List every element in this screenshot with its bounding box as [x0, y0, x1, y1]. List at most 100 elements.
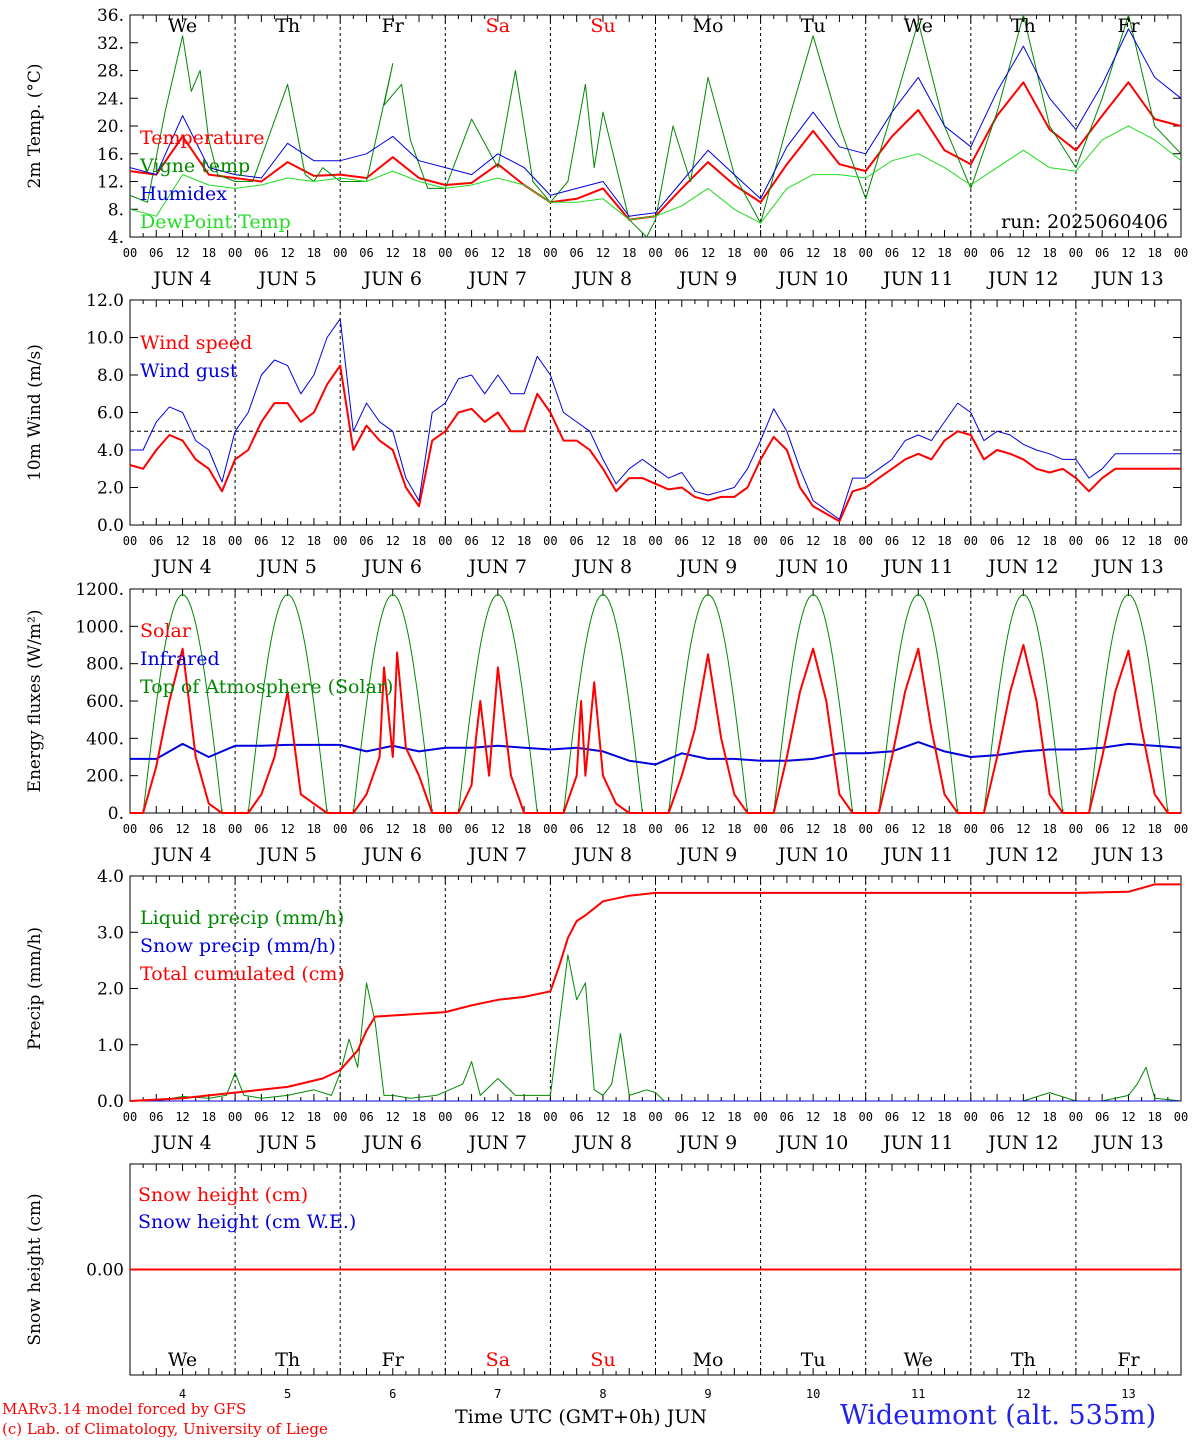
hour-tick-label: 06 — [990, 1110, 1004, 1124]
hour-tick-label: 06 — [885, 534, 899, 548]
day-number-label: 12 — [1016, 1387, 1030, 1401]
hour-tick-label: 12 — [1121, 822, 1135, 836]
hour-tick-label: 00 — [753, 822, 767, 836]
model-credit: MARv3.14 model forced by GFS — [2, 1400, 247, 1418]
date-label: JUN 8 — [572, 1132, 632, 1154]
hour-tick-label: 12 — [491, 534, 505, 548]
hour-tick-label: 18 — [832, 246, 846, 260]
day-of-week-label: We — [904, 1349, 933, 1371]
hour-tick-label: 06 — [780, 822, 794, 836]
hour-tick-label: 00 — [1174, 1110, 1188, 1124]
y-tick-label: 4. — [108, 228, 124, 248]
y-tick-label: 36. — [97, 6, 124, 26]
hour-tick-label: 00 — [228, 246, 242, 260]
hour-tick-label: 00 — [648, 246, 662, 260]
time-axis-label: Time UTC (GMT+0h) JUN — [455, 1406, 707, 1428]
hour-tick-label: 06 — [464, 534, 478, 548]
hour-tick-label: 00 — [123, 822, 137, 836]
date-label: JUN 8 — [572, 844, 632, 866]
hour-tick-label: 06 — [1095, 246, 1109, 260]
day-number-label: 13 — [1121, 1387, 1135, 1401]
hour-tick-label: 12 — [386, 534, 400, 548]
hour-tick-label: 00 — [648, 822, 662, 836]
hour-tick-label: 12 — [175, 822, 189, 836]
legend-entry: Vigne temp — [139, 155, 250, 177]
hour-tick-label: 00 — [964, 534, 978, 548]
y-tick-label: 600. — [86, 692, 124, 712]
hour-tick-label: 06 — [149, 534, 163, 548]
hour-tick-label: 12 — [806, 822, 820, 836]
hour-tick-label: 06 — [254, 822, 268, 836]
y-tick-label: 4.0 — [97, 867, 124, 887]
hour-tick-label: 00 — [123, 246, 137, 260]
hour-tick-label: 12 — [701, 822, 715, 836]
hour-tick-label: 18 — [937, 246, 951, 260]
legend-entry: Humidex — [140, 183, 227, 205]
panel-1: 36. 32. 28. 24. 20. 16. 12. 8. 4. 2m Temp. (°C) Te… — [25, 6, 1188, 290]
day-of-week-label: Fr — [1117, 1349, 1140, 1371]
hour-tick-label: 12 — [491, 246, 505, 260]
panel-5: 0.00 Snow height (cm) Snow height (cm) Snow… — [25, 1163, 1182, 1376]
date-label: JUN 7 — [467, 556, 527, 578]
date-label: JUN 9 — [677, 268, 737, 290]
hour-tick-label: 12 — [1016, 534, 1030, 548]
hour-tick-label: 18 — [727, 822, 741, 836]
hour-tick-label: 12 — [701, 1110, 715, 1124]
hour-tick-label: 00 — [858, 246, 872, 260]
y-tick-label: 0. — [108, 804, 124, 824]
hour-tick-label: 06 — [885, 246, 899, 260]
day-number-label: 10 — [806, 1387, 820, 1401]
day-number-label: 8 — [599, 1387, 606, 1401]
date-label: JUN 4 — [151, 268, 211, 290]
hour-tick-label: 12 — [175, 246, 189, 260]
hour-tick-label: 00 — [753, 246, 767, 260]
hour-tick-label: 18 — [727, 246, 741, 260]
hour-tick-label: 18 — [412, 246, 426, 260]
hour-tick-label: 18 — [307, 1110, 321, 1124]
date-label: JUN 8 — [572, 556, 632, 578]
date-label: JUN 6 — [362, 1132, 422, 1154]
plot-frame — [129, 588, 1182, 814]
hour-tick-label: 18 — [832, 1110, 846, 1124]
hour-tick-label: 06 — [780, 246, 794, 260]
date-label: JUN 12 — [986, 844, 1058, 866]
y-tick-label: 16. — [97, 145, 124, 165]
day-of-week-label: Fr — [382, 15, 405, 37]
date-label: JUN 5 — [256, 268, 316, 290]
copyright-credit: (c) Lab. of Climatology, University of L… — [2, 1420, 328, 1438]
hour-tick-label: 12 — [280, 1110, 294, 1124]
run-label: run: 2025060406 — [1001, 211, 1168, 233]
hour-tick-label: 12 — [911, 246, 925, 260]
y-axis-label: 2m Temp. (°C) — [25, 63, 45, 188]
hour-tick-label: 06 — [990, 822, 1004, 836]
date-label: JUN 4 — [151, 556, 211, 578]
y-tick-label: 3.0 — [97, 923, 124, 943]
hour-tick-label: 06 — [254, 246, 268, 260]
hour-tick-label: 12 — [1121, 246, 1135, 260]
hour-tick-label: 06 — [780, 1110, 794, 1124]
hour-tick-label: 18 — [202, 246, 216, 260]
hour-tick-label: 00 — [648, 1110, 662, 1124]
hour-tick-label: 18 — [202, 1110, 216, 1124]
y-tick-label: 10.0 — [86, 329, 124, 349]
hour-tick-label: 12 — [701, 246, 715, 260]
hour-tick-label: 18 — [1042, 1110, 1056, 1124]
hour-tick-label: 00 — [1069, 534, 1083, 548]
hour-tick-label: 00 — [438, 1110, 452, 1124]
hour-tick-label: 12 — [1016, 246, 1030, 260]
hour-tick-label: 12 — [491, 822, 505, 836]
day-of-week-label: We — [168, 1349, 197, 1371]
hour-tick-label: 12 — [596, 534, 610, 548]
hour-tick-label: 06 — [780, 534, 794, 548]
date-label: JUN 7 — [467, 268, 527, 290]
hour-tick-label: 18 — [622, 246, 636, 260]
day-of-week-label: We — [168, 15, 197, 37]
station-name: Wideumont (alt. 535m) — [840, 1400, 1157, 1431]
hour-tick-label: 00 — [228, 534, 242, 548]
y-tick-label: 800. — [86, 655, 124, 675]
hour-tick-label: 00 — [1069, 1110, 1083, 1124]
hour-tick-label: 06 — [569, 822, 583, 836]
hour-tick-label: 06 — [675, 534, 689, 548]
hour-tick-label: 18 — [202, 534, 216, 548]
hour-tick-label: 12 — [596, 1110, 610, 1124]
